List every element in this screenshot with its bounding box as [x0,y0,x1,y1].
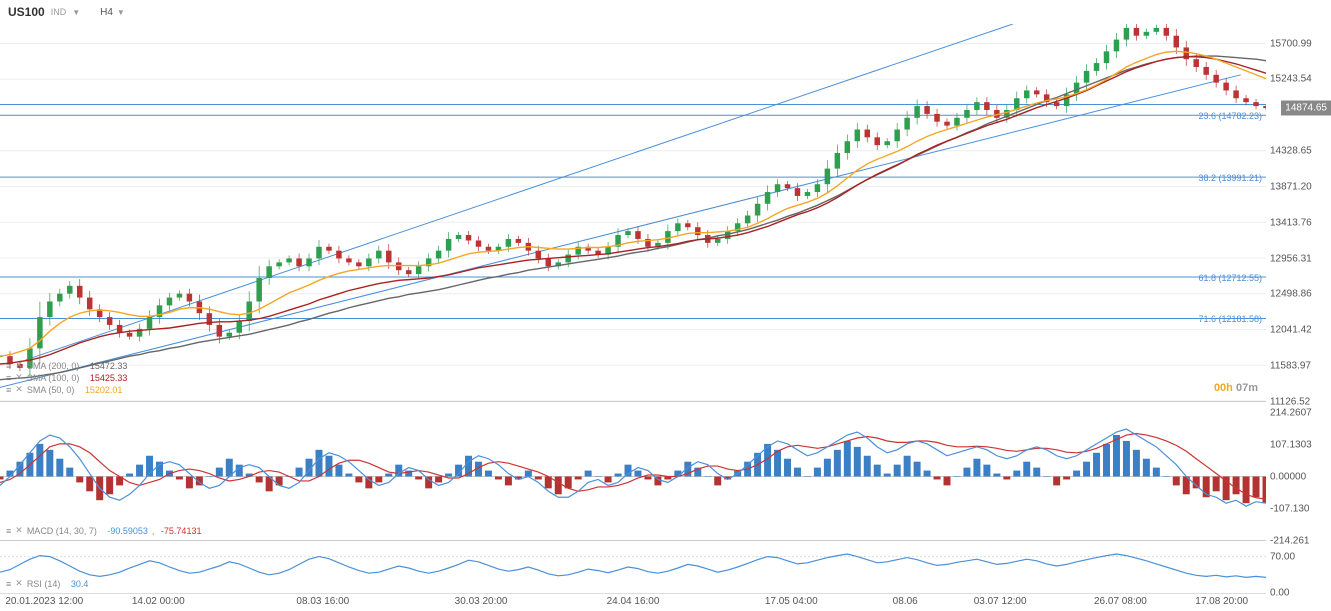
ytick: 12498.86 [1270,289,1312,300]
symbol-selector[interactable]: US100 IND ▼ [8,5,80,19]
close-icon[interactable]: ✕ [15,384,23,395]
settings-icon[interactable]: ≡ [6,361,11,371]
price-chart-panel[interactable]: ≡✕SMA (200, 0) 15472.33≡✕SMA (100, 0) 15… [0,24,1266,402]
timeframe-label: H4 [100,7,113,18]
close-icon[interactable]: ✕ [15,525,23,536]
xtick: 30.03 20:00 [455,596,508,607]
symbol-name: US100 [8,5,45,19]
close-icon[interactable]: ✕ [15,360,23,371]
settings-icon[interactable]: ≡ [6,526,11,536]
ytick: 214.2607 [1270,408,1312,419]
chart-toolbar: US100 IND ▼ H4 ▼ [0,0,1331,24]
ytick: 15700.99 [1270,38,1312,49]
close-icon[interactable]: ✕ [15,372,23,383]
close-icon[interactable]: ✕ [15,578,23,589]
ytick: 12041.42 [1270,325,1312,336]
ytick: 11583.97 [1270,361,1311,372]
xtick: 14.02 00:00 [132,596,185,607]
timeframe-selector[interactable]: H4 ▼ [90,5,135,20]
rsi-yaxis: 70.000.00 [1266,541,1331,593]
ytick: 14328.65 [1270,146,1312,157]
rsi-panel[interactable]: ≡ ✕ RSI (14) 30.4 [0,541,1266,593]
ytick: 13871.20 [1270,181,1312,192]
xtick: 17.05 04:00 [765,596,818,607]
ytick: 11126.52 [1270,397,1310,408]
sma-indicator-label: ≡✕SMA (50, 0) 15202.01 [6,384,122,395]
price-yaxis: 15700.99 15243.54 14328.65 13871.20 13413.76… [1266,24,1331,402]
xtick: 08.06 [893,596,918,607]
fib-level-label: 61.8 (12712.55) [1198,273,1262,283]
chevron-down-icon: ▼ [72,8,80,17]
xtick: 26.07 08:00 [1094,596,1147,607]
ytick: 12956.31 [1270,253,1312,264]
candle-countdown: 00h 07m [1214,382,1258,394]
ytick: 13413.76 [1270,217,1312,228]
ytick: 0.00000 [1270,472,1306,483]
ytick: 70.00 [1270,551,1295,562]
ytick: -107.130 [1270,503,1309,514]
settings-icon[interactable]: ≡ [6,385,11,395]
fib-level-label: 71.6 (12181.58) [1198,314,1262,324]
ytick: 107.1303 [1270,440,1312,451]
settings-icon[interactable]: ≡ [6,373,11,383]
chevron-down-icon: ▼ [117,8,125,17]
ytick: 0.00 [1270,588,1289,599]
xtick: 03.07 12:00 [974,596,1027,607]
rsi-label: ≡ ✕ RSI (14) 30.4 [6,578,88,589]
macd-label: ≡ ✕ MACD (14, 30, 7) -90.59053, -75.7413… [6,525,201,536]
xtick: 20.01.2023 12:00 [5,596,83,607]
current-price-badge: 14874.65 [1281,101,1331,116]
countdown-hours: 00h [1214,382,1233,394]
time-xaxis: 20.01.2023 12:00 14.02 00:00 08.03 16:00 30… [0,593,1266,611]
countdown-minutes: 07m [1236,382,1258,394]
fib-level-label: 38.2 (13991.21) [1198,173,1262,183]
ytick: 15243.54 [1270,74,1312,85]
macd-yaxis: 214.2607107.13030.00000-107.130-214.261 [1266,413,1331,541]
fib-level-label: 23.6 (14782.23) [1198,111,1262,121]
macd-panel[interactable]: ≡ ✕ MACD (14, 30, 7) -90.59053, -75.7413… [0,413,1266,541]
settings-icon[interactable]: ≡ [6,579,11,589]
xtick: 17.08 20:00 [1195,596,1248,607]
xtick: 24.04 16:00 [607,596,660,607]
sma-indicator-label: ≡✕SMA (200, 0) 15472.33 [6,360,127,371]
symbol-type: IND [51,7,67,17]
sma-indicator-label: ≡✕SMA (100, 0) 15425.33 [6,372,127,383]
xtick: 08.03 16:00 [296,596,349,607]
